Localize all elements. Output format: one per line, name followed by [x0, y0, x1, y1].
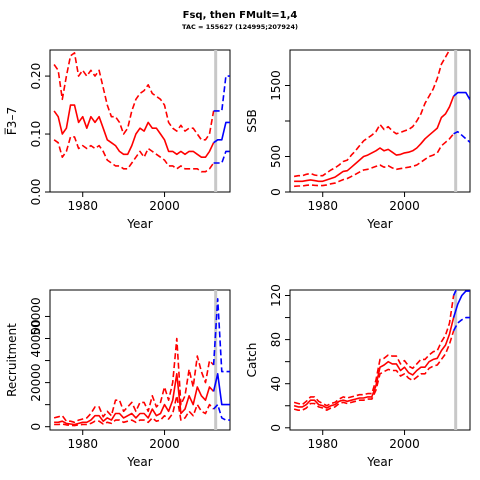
y-tick-label-catch: 80	[269, 332, 283, 347]
y-tick-label-recruitment: 40000	[29, 319, 43, 357]
x-axis-title-fbar: Year	[126, 217, 152, 231]
projection-lower-ci-line	[452, 316, 470, 332]
historical-upper-ci-line	[293, 295, 455, 407]
projection-upper-ci-line	[454, 36, 470, 47]
projection-median-line	[453, 91, 470, 101]
y-axis-title-catch: Catch	[245, 343, 259, 378]
y-tick-label-fbar: 0.20	[29, 63, 43, 90]
y-tick-label-catch: 120	[269, 284, 283, 307]
x-tick-label-recruitment: 1980	[67, 437, 98, 451]
historical-median-line	[54, 372, 215, 426]
projection-median-line	[212, 372, 230, 406]
y-axis-title-recruitment: Recruitment	[5, 323, 19, 397]
x-tick-label-recruitment: 2000	[149, 437, 180, 451]
x-tick-label-ssb: 2000	[389, 199, 420, 213]
historical-upper-ci-line	[293, 50, 451, 178]
panel-ssb: 1980 2000 0 500 1500 Year SSB	[245, 36, 471, 231]
y-tick-label-recruitment: 20000	[29, 364, 43, 402]
x-axis-title-ssb: Year	[366, 217, 392, 231]
chart-subtitle: TAC = 155627 (124995;207924)	[182, 23, 298, 31]
projection-upper-ci-line	[213, 75, 230, 112]
chart-title: Fsq, then FMult=1,4	[182, 10, 298, 21]
x-tick-label-fbar: 1980	[67, 199, 98, 213]
plot-frame-ssb	[289, 49, 471, 193]
projection-upper-ci-line	[212, 297, 230, 373]
series-group-fbar	[53, 52, 230, 173]
projection-lower-ci-line	[213, 403, 230, 421]
x-axis-title-recruitment: Year	[126, 455, 152, 469]
y-tick-label-recruitment: 0	[29, 423, 43, 431]
x-axis-title-catch: Year	[366, 455, 392, 469]
projection-lower-ci-line	[453, 130, 470, 143]
historical-lower-ci-line	[54, 394, 215, 427]
panel-fbar: 1980 2000 0.00 0.10 0.20 Year F̅3–7	[4, 49, 231, 231]
y-tick-label-ssb: 500	[269, 145, 283, 168]
x-tick-label-ssb: 1980	[307, 199, 338, 213]
plot-frame-catch	[289, 289, 471, 431]
y-tick-label-catch: 40	[269, 376, 283, 391]
x-tick-label-fbar: 2000	[149, 199, 180, 213]
plot-frame-recruitment	[49, 289, 231, 431]
historical-lower-ci-line	[294, 133, 455, 188]
y-axis-title-fbar: F̅3–7	[4, 107, 19, 135]
x-tick-label-catch: 1980	[307, 437, 338, 451]
y-tick-label-catch: 0	[269, 424, 283, 432]
panel-catch: 1980 2000 0 40 80 120 Year Catch	[245, 284, 471, 469]
historical-lower-ci-line	[293, 330, 455, 412]
series-group-catch	[293, 290, 470, 412]
y-tick-label-ssb: 1500	[269, 70, 283, 101]
y-tick-label-recruitment: 50000	[29, 297, 43, 335]
historical-upper-ci-line	[53, 52, 215, 141]
x-tick-label-catch: 2000	[389, 437, 420, 451]
y-tick-label-fbar: 0.00	[29, 179, 43, 206]
projection-median-line	[452, 290, 470, 318]
series-group-recruitment	[53, 297, 230, 427]
y-axis-title-ssb: SSB	[245, 109, 259, 132]
historical-median-line	[293, 317, 455, 409]
series-group-ssb	[293, 36, 470, 188]
y-tick-label-fbar: 0.10	[29, 121, 43, 148]
plot-frame-fbar	[49, 49, 231, 193]
y-tick-label-ssb: 0	[269, 188, 283, 196]
historical-upper-ci-line	[53, 337, 215, 424]
projection-lower-ci-line	[213, 150, 230, 164]
historical-median-line	[53, 104, 215, 158]
projection-median-line	[213, 121, 230, 144]
historical-median-line	[294, 95, 455, 183]
historical-lower-ci-line	[53, 136, 215, 173]
